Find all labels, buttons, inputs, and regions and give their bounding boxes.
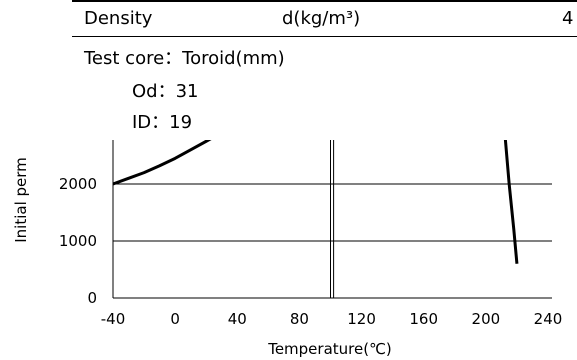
y-tick-label-2000: 2000	[59, 175, 97, 193]
x-tick-label-40: 40	[228, 310, 247, 328]
x-tick-label-120: 120	[347, 310, 376, 328]
y-tick-label-0: 0	[87, 289, 97, 307]
density-row: Density d(kg/m³) 4	[72, 8, 577, 34]
density-label: Density	[84, 8, 153, 29]
density-unit: d(kg/m³)	[282, 8, 361, 29]
table-top-rule	[72, 0, 577, 2]
id-text: ID：19	[132, 112, 193, 133]
table-bottom-rule	[72, 36, 577, 37]
series-line-0	[112, 140, 519, 264]
test-core-text: Test core：Toroid(mm)	[84, 48, 285, 69]
x-tick-label-200: 200	[472, 310, 501, 328]
x-tick-label-80: 80	[290, 310, 309, 328]
y-axis-label: Initial perm	[12, 157, 30, 243]
x-axis-label: Temperature(℃)	[267, 340, 392, 358]
x-tick-label--40: -40	[101, 310, 126, 328]
x-tick-label-240: 240	[534, 310, 563, 328]
od-text: Od：31	[132, 81, 199, 102]
density-value: 4	[562, 8, 574, 29]
x-tick-label-0: 0	[170, 310, 180, 328]
y-tick-label-1000: 1000	[59, 232, 97, 250]
x-tick-label-160: 160	[409, 310, 438, 328]
